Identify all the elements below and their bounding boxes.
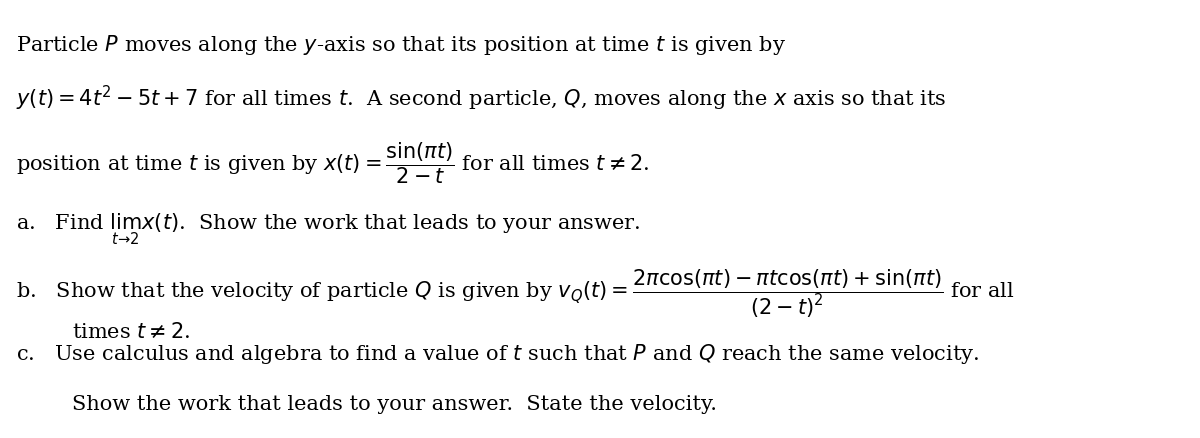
Text: position at time $t$ is given by $x(t) = \dfrac{\sin(\pi t)}{2-t}$ for all times: position at time $t$ is given by $x(t) =… [16,141,649,186]
Text: c.   Use calculus and algebra to find a value of $t$ such that $P$ and $Q$ reach: c. Use calculus and algebra to find a va… [16,341,979,365]
Text: b.   Show that the velocity of particle $Q$ is given by $v_Q(t) = \dfrac{2\pi\co: b. Show that the velocity of particle $Q… [16,267,1014,319]
Text: Particle $P$ moves along the $y$-axis so that its position at time $t$ is given : Particle $P$ moves along the $y$-axis so… [16,33,786,57]
Text: $y(t) = 4t^2 - 5t + 7$ for all times $t$.  A second particle, $Q$, moves along t: $y(t) = 4t^2 - 5t + 7$ for all times $t$… [16,84,946,113]
Text: a.   Find $\lim_{t\rightarrow 2} x(t)$.  Show the work that leads to your answer: a. Find $\lim_{t\rightarrow 2} x(t)$. Sh… [16,212,641,247]
Text: times $t \neq 2$.: times $t \neq 2$. [72,322,191,341]
Text: Show the work that leads to your answer.  State the velocity.: Show the work that leads to your answer.… [72,394,718,413]
